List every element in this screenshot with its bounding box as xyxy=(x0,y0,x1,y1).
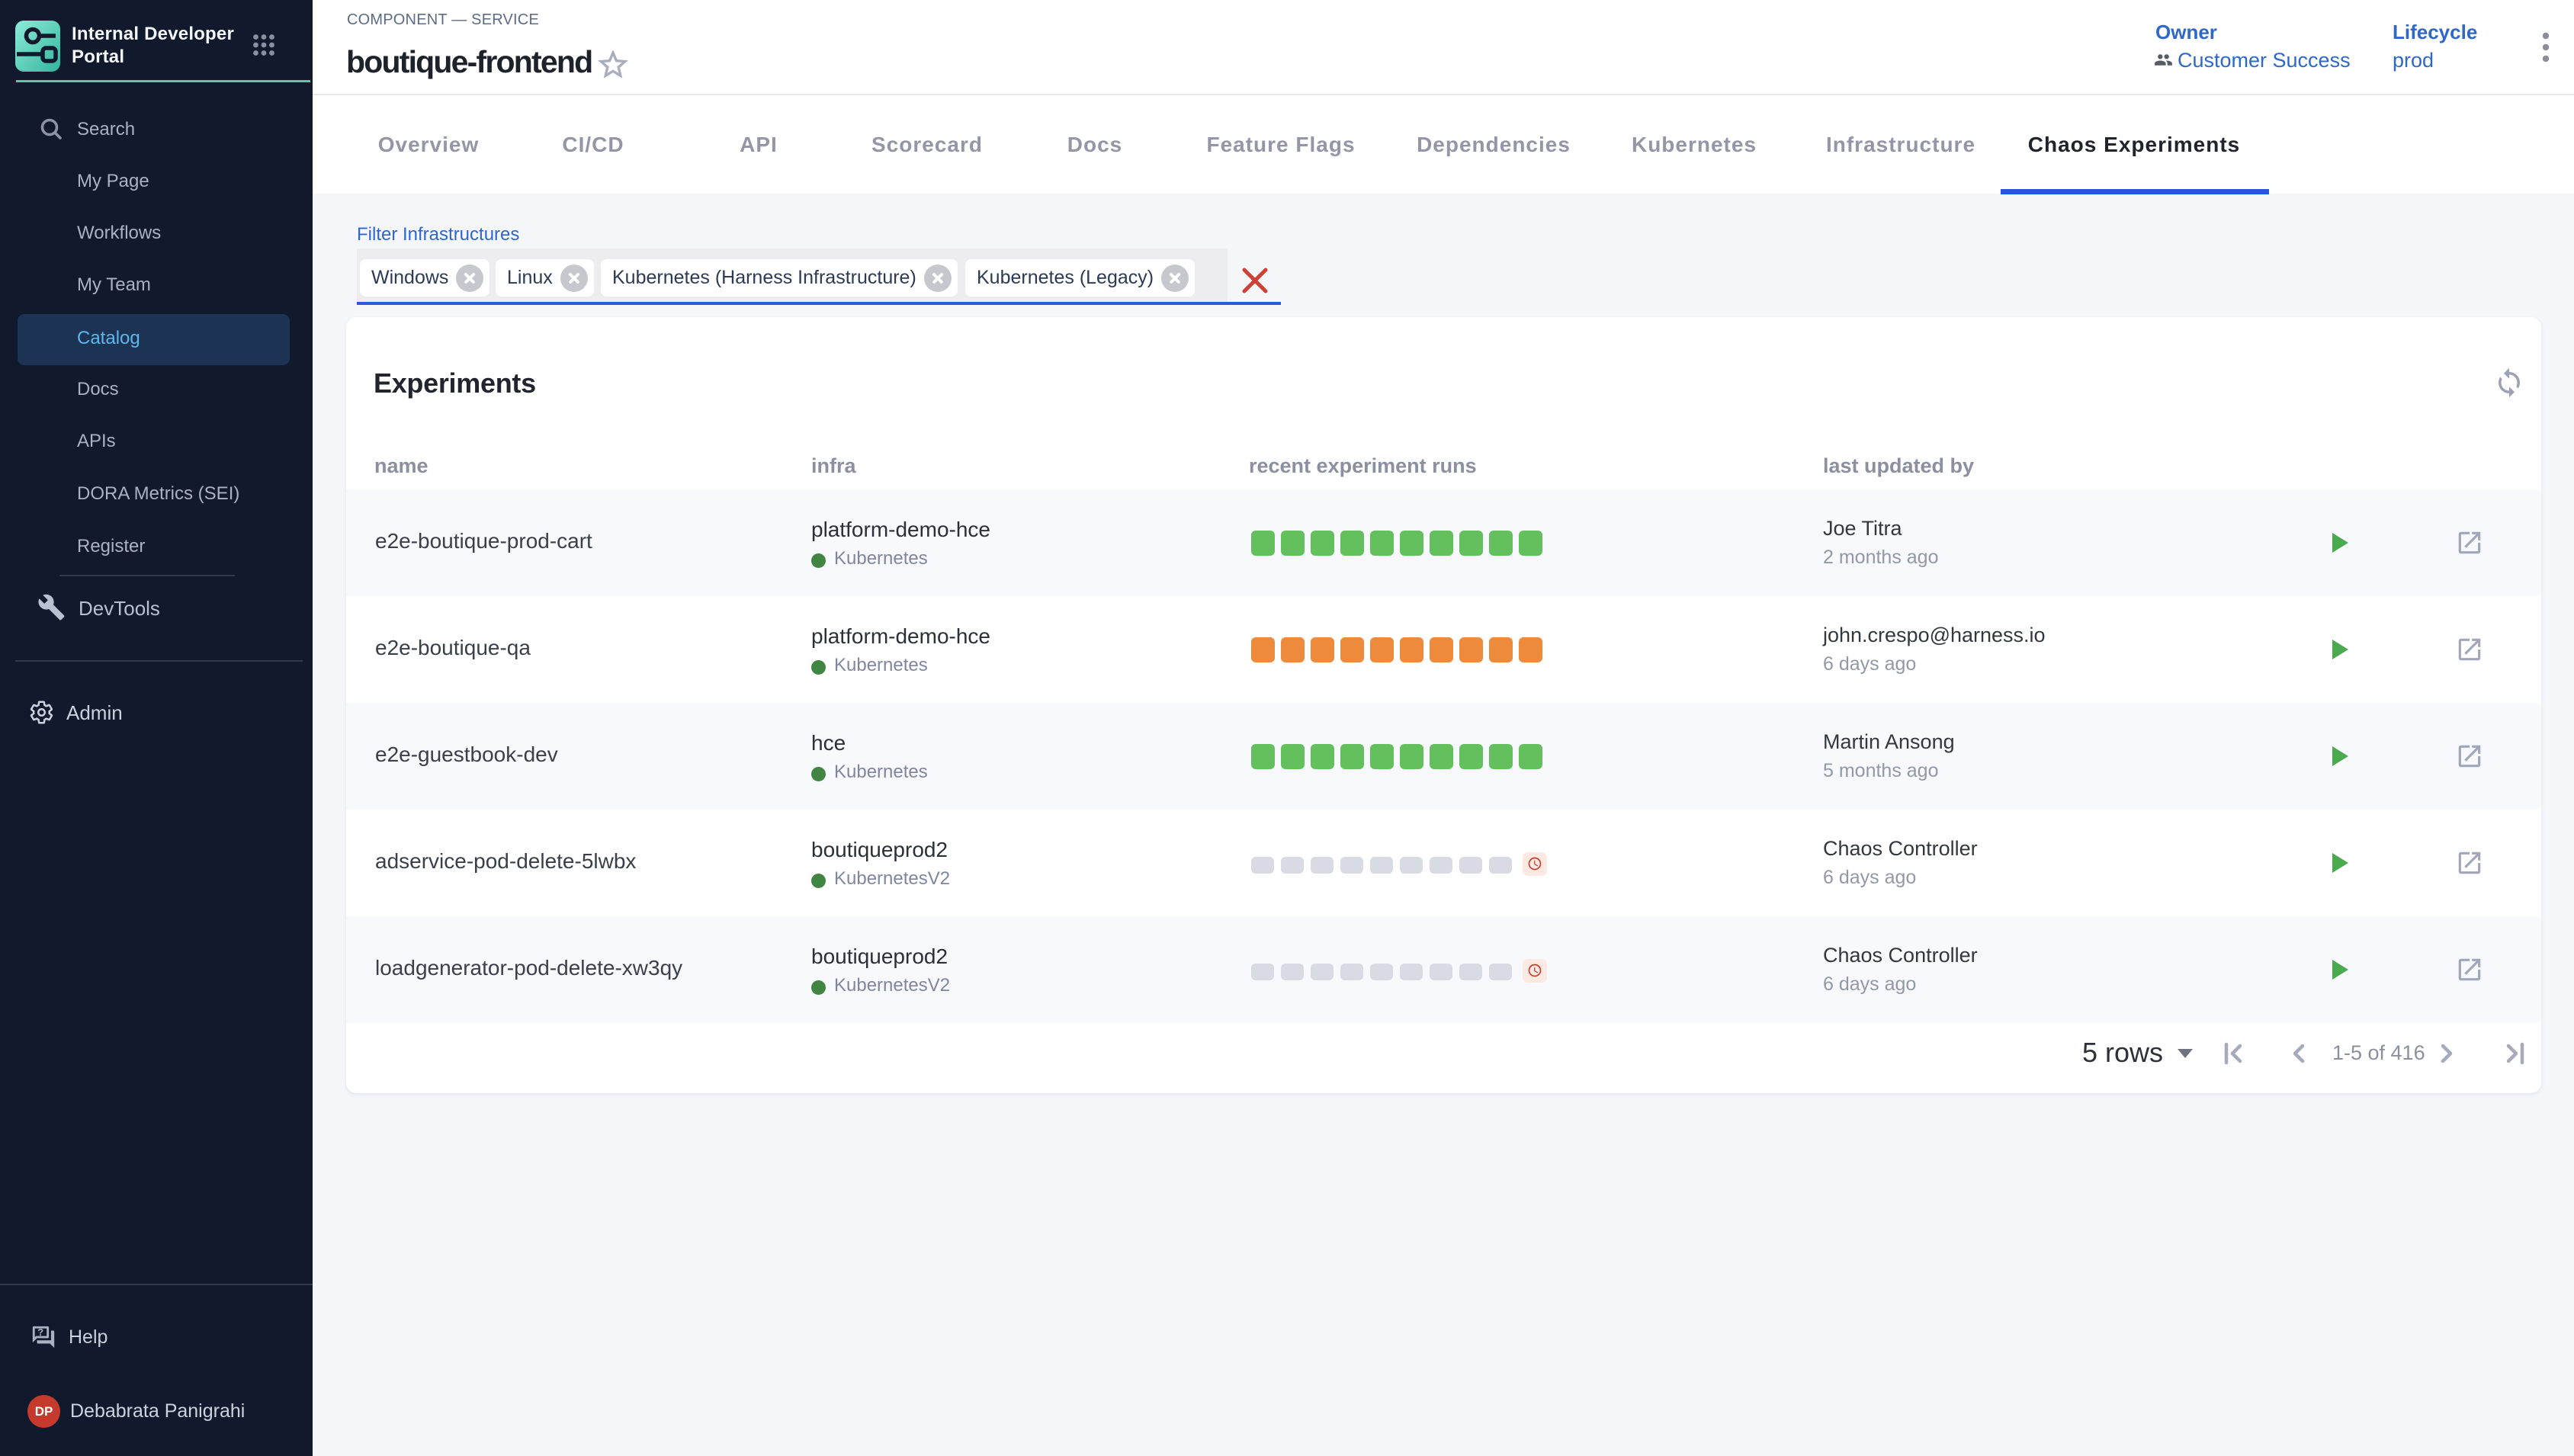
svg-text:?: ? xyxy=(37,1326,43,1338)
